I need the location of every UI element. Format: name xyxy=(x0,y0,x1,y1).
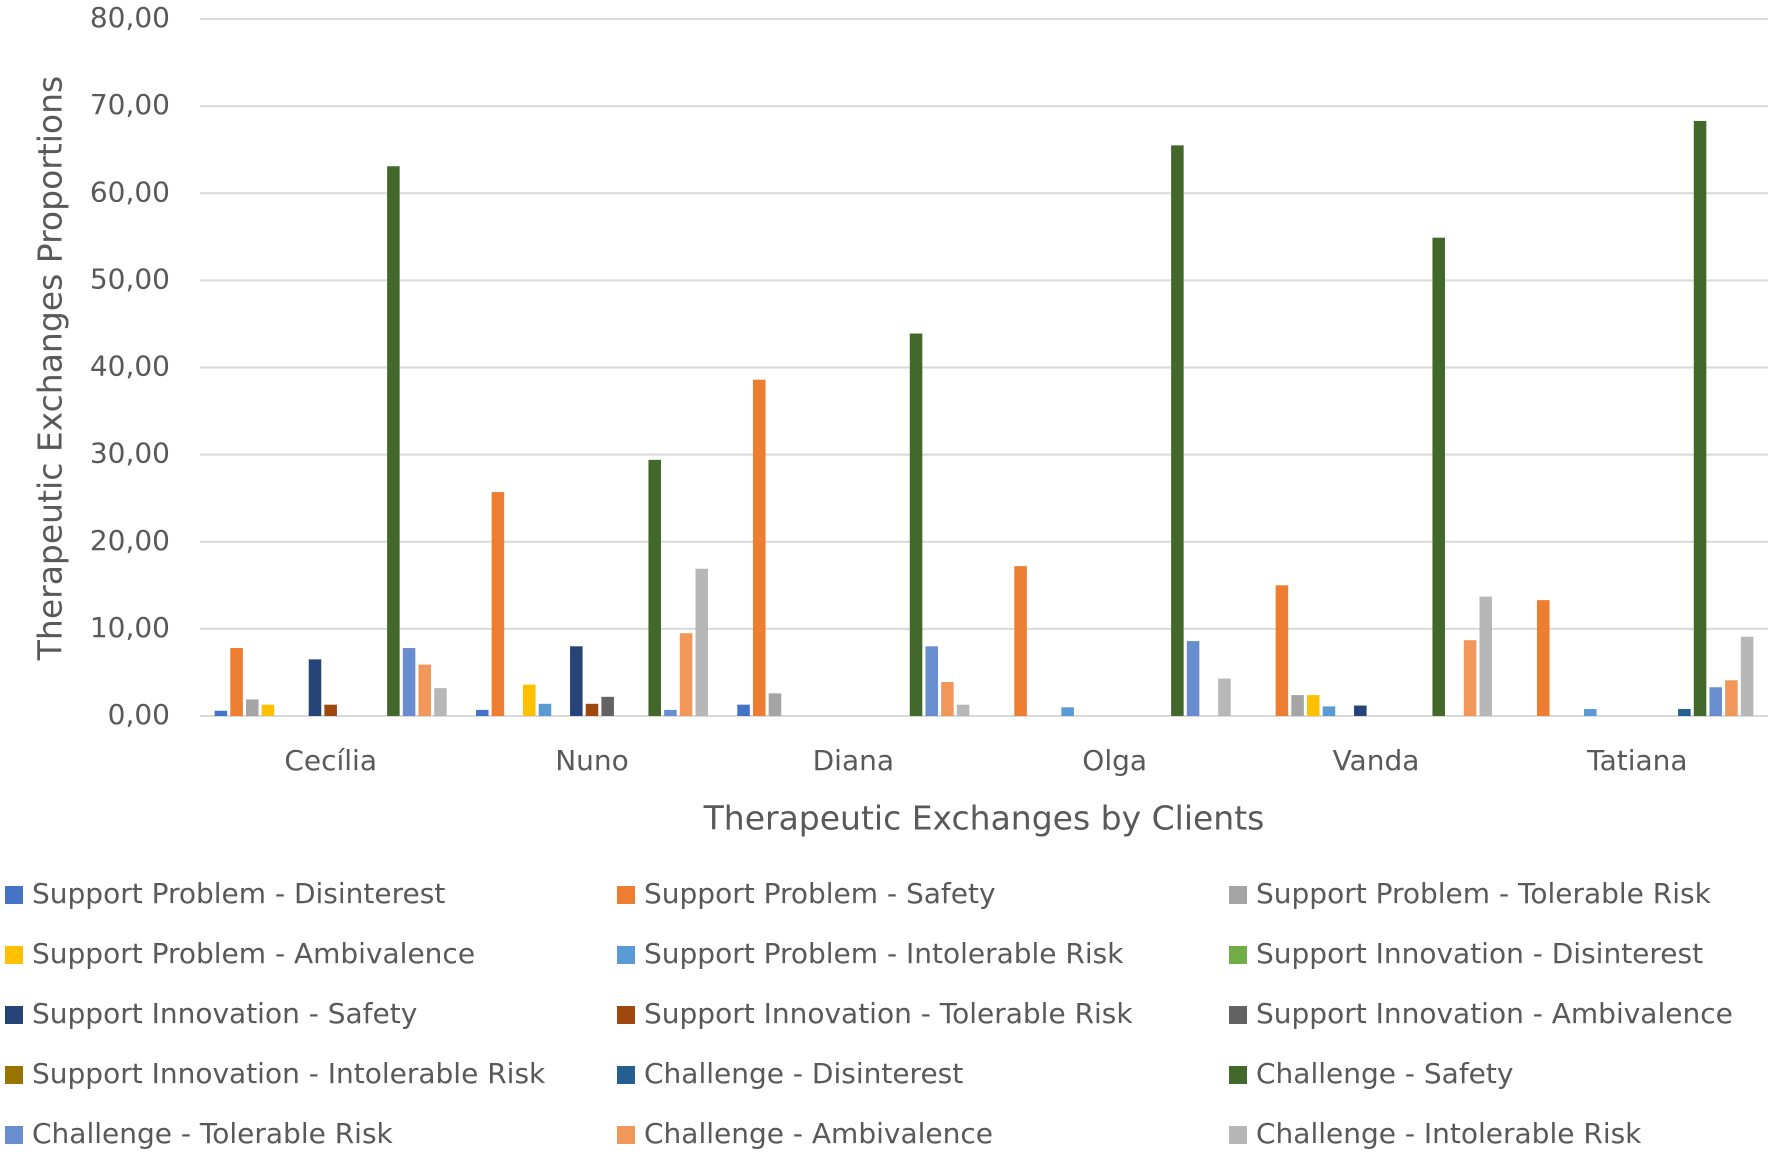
bar xyxy=(1186,641,1200,716)
bar xyxy=(523,684,536,716)
bar xyxy=(491,492,505,716)
bar xyxy=(679,633,693,716)
legend-label: Support Innovation - Tolerable Risk xyxy=(644,997,1133,1030)
legend-label: Support Innovation - Disinterest xyxy=(1256,937,1703,970)
bar xyxy=(648,459,661,716)
legend-label: Challenge - Intolerable Risk xyxy=(1256,1117,1642,1150)
bar xyxy=(402,648,416,716)
legend-swatch xyxy=(1229,886,1247,904)
bar xyxy=(570,646,583,716)
legend-swatch xyxy=(5,1006,23,1024)
bar xyxy=(418,664,432,716)
legend-swatch xyxy=(1229,1126,1247,1144)
bar xyxy=(1725,680,1738,716)
legend-label: Support Problem - Intolerable Risk xyxy=(644,937,1124,970)
bar xyxy=(538,703,552,716)
bar xyxy=(1463,640,1477,716)
bar xyxy=(1709,687,1723,716)
x-tick-label: Vanda xyxy=(1333,744,1420,777)
y-tick-label: 60,00 xyxy=(90,175,170,208)
legend-swatch xyxy=(617,946,635,964)
y-tick-label: 30,00 xyxy=(90,437,170,470)
bar xyxy=(1218,678,1231,716)
bar xyxy=(1740,636,1754,716)
bar xyxy=(664,709,677,716)
y-tick-label: 20,00 xyxy=(90,524,170,557)
bar xyxy=(752,379,766,716)
bar xyxy=(1275,585,1289,716)
legend-swatch xyxy=(617,886,635,904)
y-axis-title: Therapeutic Exchanges Proportions xyxy=(31,76,70,661)
bar xyxy=(768,693,782,716)
legend-label: Support Problem - Ambivalence xyxy=(32,937,475,970)
bar xyxy=(585,703,599,716)
bar xyxy=(1432,237,1445,716)
bar xyxy=(308,659,322,716)
legend-swatch xyxy=(1229,1006,1247,1024)
legend-swatch xyxy=(5,1066,23,1084)
legend-label: Challenge - Ambivalence xyxy=(644,1117,993,1150)
legend-label: Support Problem - Disinterest xyxy=(32,877,445,910)
legend-label: Challenge - Tolerable Risk xyxy=(32,1117,394,1150)
bar xyxy=(245,699,259,716)
x-axis-title: Therapeutic Exchanges by Clients xyxy=(703,799,1265,838)
legend-label: Support Innovation - Safety xyxy=(32,997,417,1030)
bar xyxy=(261,704,275,716)
x-tick-label: Olga xyxy=(1082,744,1147,777)
x-tick-label: Nuno xyxy=(555,744,629,777)
x-tick-label: Diana xyxy=(813,744,894,777)
legend-swatch xyxy=(617,1126,635,1144)
bar xyxy=(956,704,970,716)
bar xyxy=(737,704,750,716)
bar xyxy=(1536,600,1550,716)
legend-swatch xyxy=(5,946,23,964)
legend-swatch xyxy=(617,1066,635,1084)
bar xyxy=(1678,709,1691,716)
legend-swatch xyxy=(617,1006,635,1024)
legend-swatch xyxy=(5,886,23,904)
bar xyxy=(387,166,400,716)
bar xyxy=(909,333,923,716)
bar xyxy=(1171,145,1184,717)
bar xyxy=(324,704,337,716)
legend-label: Support Innovation - Ambivalence xyxy=(1256,997,1733,1030)
y-tick-label: 70,00 xyxy=(90,88,170,121)
legend-label: Challenge - Disinterest xyxy=(644,1057,963,1090)
bar xyxy=(601,696,614,716)
bar xyxy=(1061,707,1074,716)
legend-swatch xyxy=(1229,946,1247,964)
bar xyxy=(214,710,228,716)
y-tick-label: 10,00 xyxy=(90,611,170,644)
x-tick-label: Cecília xyxy=(284,744,377,777)
y-tick-label: 80,00 xyxy=(90,1,170,34)
bar xyxy=(1014,566,1027,716)
bar xyxy=(695,568,709,716)
legend-label: Support Problem - Tolerable Risk xyxy=(1256,877,1712,910)
bar xyxy=(1354,705,1367,716)
bar xyxy=(1291,695,1304,716)
bar xyxy=(925,646,939,716)
bar xyxy=(1479,596,1493,716)
bar xyxy=(941,682,954,716)
legend-label: Support Problem - Safety xyxy=(644,877,996,910)
bar xyxy=(1322,706,1336,716)
x-tick-label: Tatiana xyxy=(1586,744,1687,777)
bar xyxy=(230,648,243,716)
bar xyxy=(434,688,447,716)
y-tick-label: 0,00 xyxy=(108,698,170,731)
bar xyxy=(475,709,489,716)
legend-label: Support Innovation - Intolerable Risk xyxy=(32,1057,546,1090)
bar xyxy=(1307,695,1320,716)
y-tick-label: 40,00 xyxy=(90,350,170,383)
legend-label: Challenge - Safety xyxy=(1256,1057,1513,1090)
bar xyxy=(1584,709,1597,716)
y-tick-label: 50,00 xyxy=(90,262,170,295)
legend-swatch xyxy=(5,1126,23,1144)
legend-swatch xyxy=(1229,1066,1247,1084)
bar xyxy=(1693,120,1707,716)
